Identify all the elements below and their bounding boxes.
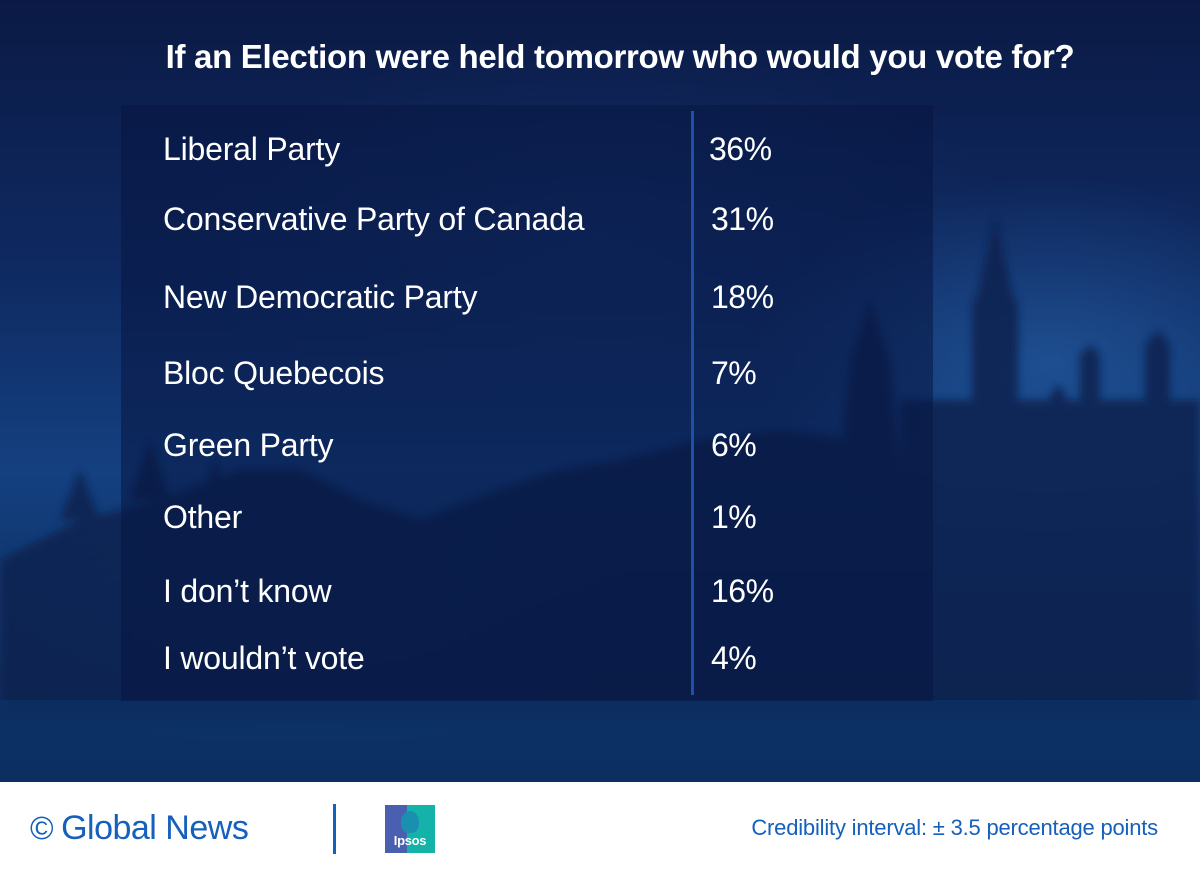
global-news-logo: © Global News [30, 806, 249, 850]
party-label: I wouldn’t vote [163, 640, 365, 676]
party-label: Conservative Party of Canada [163, 201, 585, 237]
party-label: Green Party [163, 427, 334, 463]
ipsos-logo: Ipsos [385, 805, 435, 853]
footer-divider [333, 804, 336, 854]
brand-name: Global News [61, 809, 249, 847]
table-row: Conservative Party of Canada 31% [121, 194, 933, 244]
table-row: Green Party 6% [121, 420, 933, 470]
party-value: 16% [711, 573, 774, 609]
table-row: I wouldn’t vote 4% [121, 633, 933, 683]
party-label: Bloc Quebecois [163, 355, 385, 391]
ipsos-logo-text: Ipsos [393, 833, 427, 848]
party-value: 4% [711, 640, 757, 676]
table-row: Bloc Quebecois 7% [121, 348, 933, 398]
table-row: I don’t know 16% [121, 566, 933, 616]
column-divider [691, 111, 694, 695]
party-value: 1% [711, 499, 757, 535]
table-row: New Democratic Party 18% [121, 272, 933, 322]
party-label: I don’t know [163, 573, 332, 609]
party-value: 36% [709, 131, 772, 167]
footer: © Global News Ipsos Credibility interval:… [0, 782, 1200, 875]
results-table: Liberal Party 36% Conservative Party of … [121, 105, 933, 701]
party-value: 31% [711, 201, 774, 237]
credibility-interval: Credibility interval: ± 3.5 percentage p… [751, 815, 1158, 840]
party-label: New Democratic Party [163, 279, 478, 315]
party-label: Other [163, 499, 243, 535]
party-value: 7% [711, 355, 757, 391]
party-value: 18% [711, 279, 774, 315]
party-value: 6% [711, 427, 757, 463]
copyright-icon: © [30, 810, 54, 846]
chart-title: If an Election were held tomorrow who wo… [165, 38, 1075, 75]
ipsos-head-icon [401, 811, 419, 833]
table-row: Liberal Party 36% [121, 124, 933, 174]
party-label: Liberal Party [163, 131, 341, 167]
table-row: Other 1% [121, 492, 933, 542]
